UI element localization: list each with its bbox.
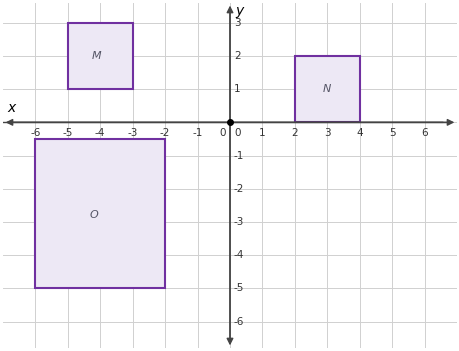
Bar [35,139,165,289]
Text: 4: 4 [356,128,362,138]
Text: 1: 1 [233,84,240,94]
Text: -3: -3 [127,128,138,138]
Text: -6: -6 [233,317,244,327]
Bar [294,56,359,122]
Text: y: y [235,5,244,19]
Text: O: O [89,210,98,220]
Text: -5: -5 [233,284,244,293]
Text: 1: 1 [258,128,265,138]
Text: -6: -6 [30,128,40,138]
Text: 0: 0 [219,128,226,138]
Text: -1: -1 [233,151,244,160]
Text: -1: -1 [192,128,202,138]
Text: -3: -3 [233,217,244,227]
Text: 2: 2 [233,51,240,61]
Text: -5: -5 [62,128,73,138]
Text: 2: 2 [291,128,297,138]
Text: 0: 0 [233,128,240,138]
Text: 5: 5 [388,128,395,138]
Bar [67,23,132,89]
Text: x: x [8,101,16,115]
Text: 3: 3 [233,18,240,28]
Text: -4: -4 [95,128,105,138]
Text: -2: -2 [233,184,244,194]
Text: 6: 6 [420,128,427,138]
Text: 3: 3 [323,128,330,138]
Text: -4: -4 [233,250,244,260]
Text: M: M [92,51,101,61]
Text: N: N [323,84,331,94]
Text: -2: -2 [160,128,170,138]
